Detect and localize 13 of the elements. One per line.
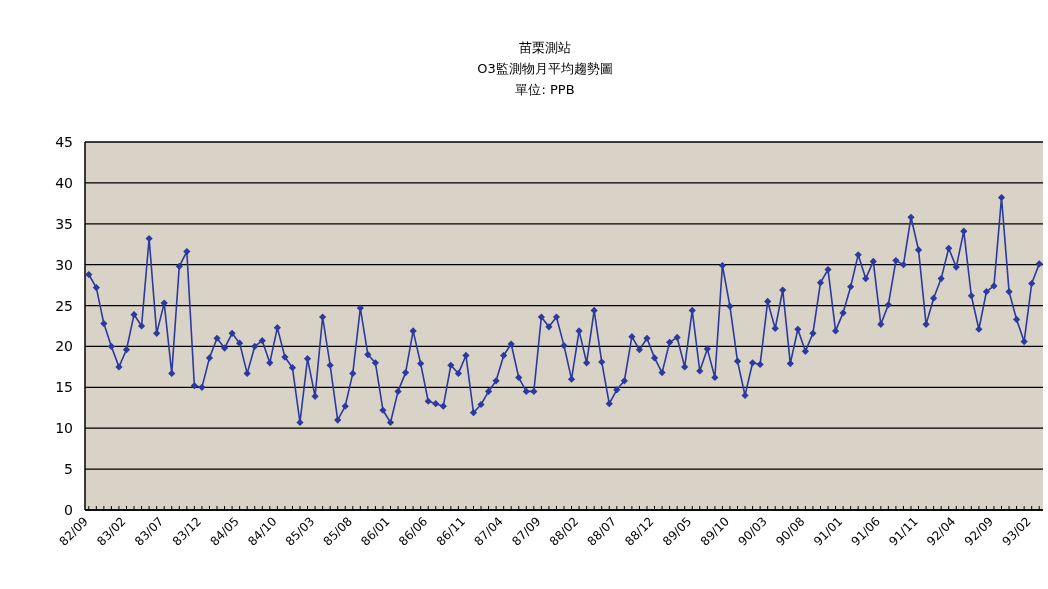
y-tick-label: 10 xyxy=(55,420,73,437)
y-tick-label: 15 xyxy=(55,379,73,396)
y-tick-label: 0 xyxy=(64,502,73,518)
y-tick-label: 35 xyxy=(55,215,73,232)
annotation: 單位: PPB xyxy=(515,82,575,97)
subtitle: O3監測物月平均趨勢圖 xyxy=(477,61,613,76)
y-tick-label: 20 xyxy=(55,338,73,355)
y-tick-label: 45 xyxy=(55,134,73,150)
y-tick-label: 40 xyxy=(55,174,73,191)
y-tick-label: 5 xyxy=(64,461,73,478)
y-tick-label: 25 xyxy=(55,297,73,314)
title: 苗栗測站 xyxy=(519,40,571,55)
y-tick-label: 30 xyxy=(55,256,73,273)
